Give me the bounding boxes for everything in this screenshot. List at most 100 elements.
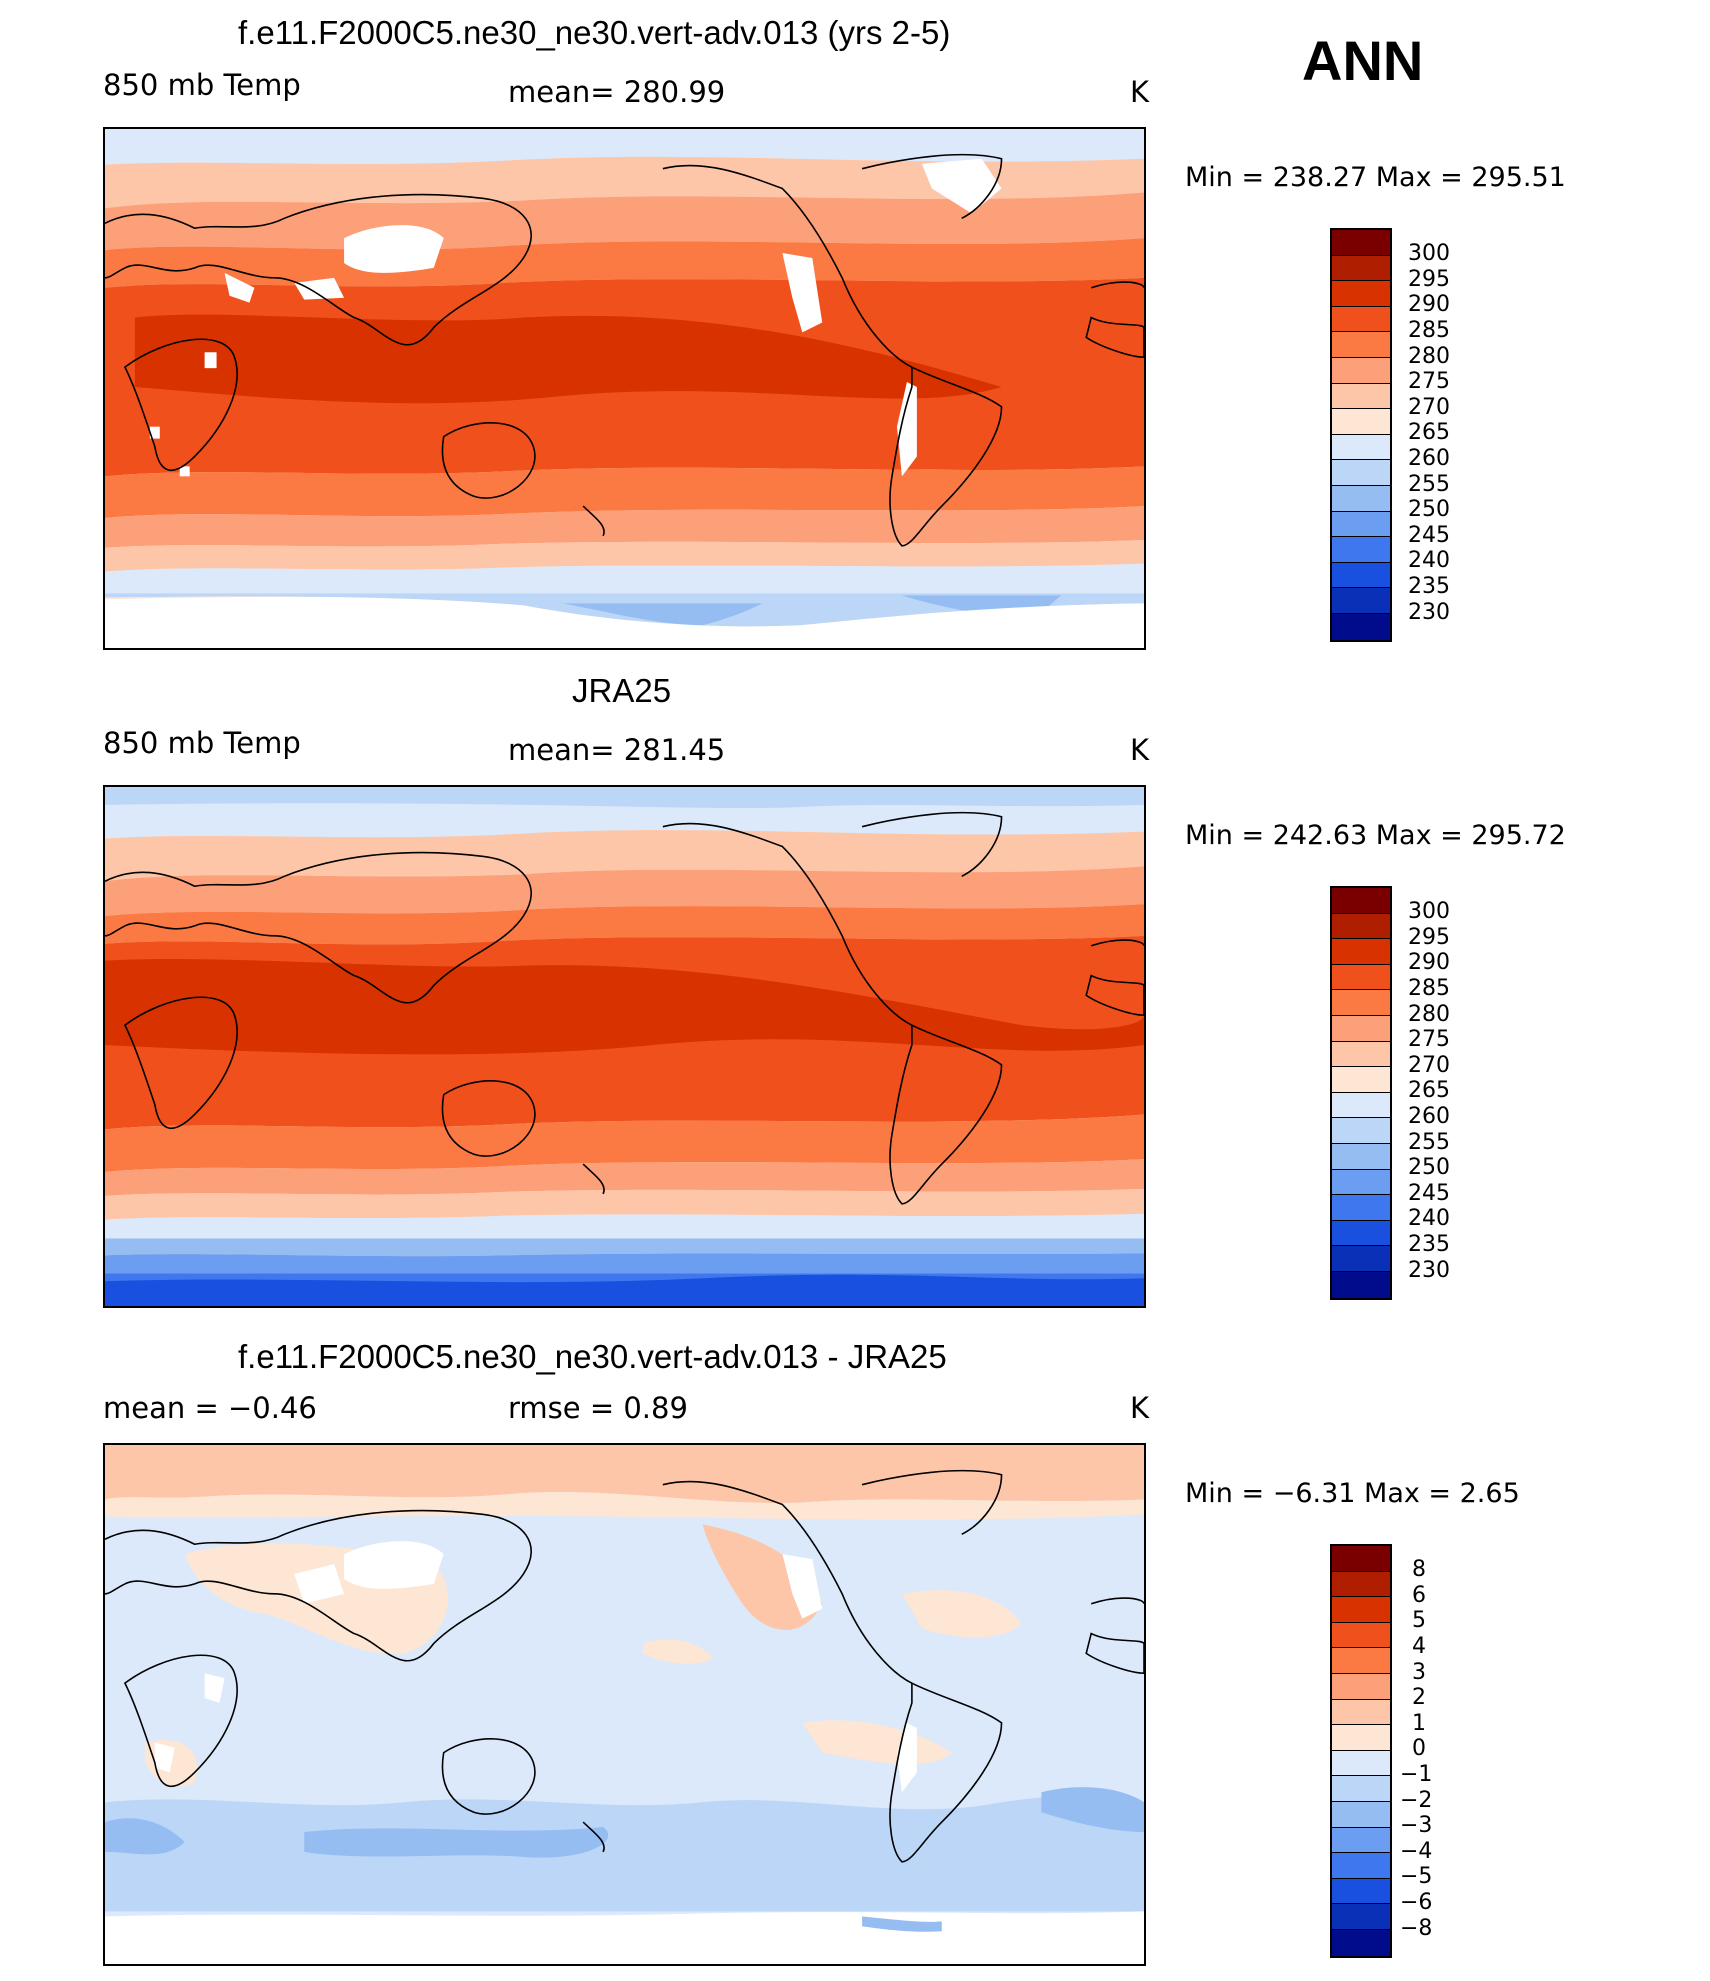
colorbar-swatch — [1332, 1169, 1390, 1196]
colorbar-label: 275 — [1408, 369, 1450, 394]
colorbar-label: 260 — [1408, 1104, 1450, 1129]
colorbar-swatch — [1332, 511, 1390, 538]
colorbar-swatch — [1332, 939, 1390, 965]
colorbar-label: 4 — [1412, 1634, 1426, 1659]
colorbar-label: 265 — [1408, 1078, 1450, 1103]
colorbar-label: −2 — [1400, 1788, 1433, 1813]
colorbar-label: 255 — [1408, 1130, 1450, 1155]
colorbar-label: 285 — [1408, 976, 1450, 1001]
colorbar-swatch — [1332, 1195, 1390, 1221]
colorbar-label: 250 — [1408, 497, 1450, 522]
panel3-minmax: Min = −6.31 Max = 2.65 — [1185, 1478, 1520, 1509]
colorbar-label: 280 — [1408, 344, 1450, 369]
colorbar-swatch — [1332, 1092, 1390, 1119]
colorbar-swatch — [1332, 1220, 1390, 1247]
colorbar-swatch — [1332, 1673, 1390, 1700]
colorbar-swatch — [1332, 1878, 1390, 1905]
colorbar-label: 270 — [1408, 1053, 1450, 1078]
colorbar-label: 280 — [1408, 1002, 1450, 1027]
season-label: ANN — [1302, 29, 1424, 92]
colorbar-swatch — [1332, 964, 1390, 991]
colorbar-label: 290 — [1408, 950, 1450, 975]
colorbar-label: 245 — [1408, 1181, 1450, 1206]
colorbar-swatch — [1332, 1271, 1390, 1298]
colorbar-swatch — [1332, 888, 1390, 914]
colorbar-label: −8 — [1400, 1916, 1433, 1941]
colorbar-swatch — [1332, 1827, 1390, 1854]
colorbar-label: 300 — [1408, 241, 1450, 266]
colorbar-swatch — [1332, 281, 1390, 307]
colorbar-label: 235 — [1408, 1232, 1450, 1257]
colorbar-swatch — [1332, 1571, 1390, 1598]
colorbar-label: 250 — [1408, 1155, 1450, 1180]
colorbar-label: 3 — [1412, 1660, 1426, 1685]
colorbar-swatch — [1332, 1929, 1390, 1956]
colorbar-label: 240 — [1408, 548, 1450, 573]
colorbar-label: 0 — [1412, 1736, 1426, 1761]
colorbar-label: 285 — [1408, 318, 1450, 343]
colorbar-label: 1 — [1412, 1711, 1426, 1736]
colorbar-label: 245 — [1408, 523, 1450, 548]
panel1-map — [103, 127, 1146, 650]
colorbar-label: 230 — [1408, 600, 1450, 625]
colorbar-swatch — [1332, 332, 1390, 358]
colorbar-swatch — [1332, 1648, 1390, 1674]
colorbar-swatch — [1332, 1904, 1390, 1930]
colorbar-swatch — [1332, 383, 1390, 410]
panel2-colorbar — [1330, 886, 1392, 1300]
colorbar-label: −1 — [1400, 1762, 1433, 1787]
panel1-units-label: K — [1130, 75, 1150, 109]
colorbar-label: −3 — [1400, 1813, 1433, 1838]
colorbar-swatch — [1332, 588, 1390, 614]
colorbar-swatch — [1332, 1067, 1390, 1093]
colorbar-swatch — [1332, 990, 1390, 1016]
colorbar-label: 295 — [1408, 267, 1450, 292]
panel3-rmse-label: rmse = 0.89 — [508, 1391, 688, 1425]
colorbar-label: 6 — [1412, 1583, 1426, 1608]
colorbar-swatch — [1332, 537, 1390, 563]
colorbar-label: 300 — [1408, 899, 1450, 924]
colorbar-swatch — [1332, 1776, 1390, 1802]
colorbar-swatch — [1332, 460, 1390, 486]
panel1-variable-label: 850 mb Temp — [103, 68, 301, 102]
colorbar-swatch — [1332, 357, 1390, 384]
colorbar-swatch — [1332, 1725, 1390, 1751]
colorbar-swatch — [1332, 230, 1390, 256]
colorbar-label: 290 — [1408, 292, 1450, 317]
colorbar-swatch — [1332, 562, 1390, 589]
colorbar-label: 2 — [1412, 1685, 1426, 1710]
panel3-mean-label: mean = −0.46 — [103, 1391, 317, 1425]
colorbar-label: 235 — [1408, 574, 1450, 599]
colorbar-swatch — [1332, 1853, 1390, 1879]
panel2-units-label: K — [1130, 733, 1150, 767]
colorbar-swatch — [1332, 1015, 1390, 1042]
colorbar-swatch — [1332, 913, 1390, 940]
colorbar-label: 5 — [1412, 1608, 1426, 1633]
colorbar-swatch — [1332, 1143, 1390, 1170]
panel1-mean-label: mean= 280.99 — [508, 75, 726, 109]
panel1-colorbar — [1330, 228, 1392, 642]
colorbar-label: −5 — [1400, 1864, 1433, 1889]
colorbar-label: 270 — [1408, 395, 1450, 420]
colorbar-swatch — [1332, 1801, 1390, 1828]
colorbar-label: 275 — [1408, 1027, 1450, 1052]
colorbar-label: −6 — [1400, 1890, 1433, 1915]
colorbar-label: −4 — [1400, 1839, 1433, 1864]
colorbar-label: 240 — [1408, 1206, 1450, 1231]
colorbar-swatch — [1332, 434, 1390, 461]
colorbar-label: 265 — [1408, 420, 1450, 445]
panel2-variable-label: 850 mb Temp — [103, 726, 301, 760]
panel3-map — [103, 1443, 1146, 1966]
colorbar-swatch — [1332, 1622, 1390, 1649]
panel2-map — [103, 785, 1146, 1308]
panel2-mean-label: mean= 281.45 — [508, 733, 726, 767]
panel1-minmax: Min = 238.27 Max = 295.51 — [1185, 162, 1566, 193]
colorbar-swatch — [1332, 306, 1390, 333]
panel2-title: JRA25 — [572, 672, 672, 709]
colorbar-swatch — [1332, 1699, 1390, 1726]
panel2-minmax: Min = 242.63 Max = 295.72 — [1185, 820, 1566, 851]
colorbar-swatch — [1332, 1118, 1390, 1144]
panel3-colorbar — [1330, 1544, 1392, 1958]
colorbar-swatch — [1332, 485, 1390, 512]
colorbar-swatch — [1332, 409, 1390, 435]
